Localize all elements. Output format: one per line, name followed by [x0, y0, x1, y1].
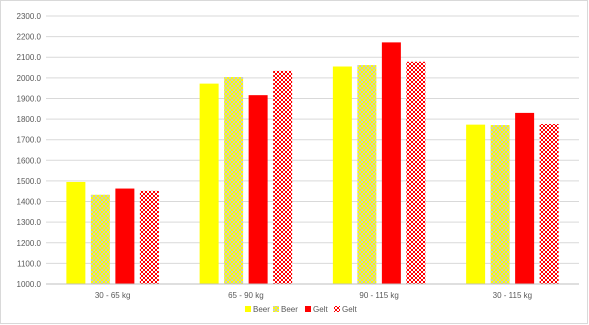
y-tick-label: 1200.0 — [17, 239, 42, 248]
x-axis: 30 - 65 kg 65 - 90 kg 90 - 115 kg 30 - 115 … — [46, 283, 579, 300]
legend-swatch — [273, 306, 279, 312]
legend-swatch — [305, 306, 311, 312]
y-tick-label: 1500.0 — [17, 177, 42, 186]
bar-gelt-3-4 — [515, 112, 535, 285]
bar-gelt-4-4 — [539, 124, 559, 284]
y-tick-label: 1400.0 — [17, 198, 42, 207]
legend-swatch — [334, 306, 340, 312]
y-tick-label: 1700.0 — [17, 136, 42, 145]
bar-gelt-4-3 — [406, 61, 426, 284]
y-tick-label: 2300.0 — [17, 12, 42, 21]
y-axis: 1000.0 1100.0 1200.0 1300.0 1400.0 1500.0 1600… — [17, 12, 42, 289]
bar-beer-2-4 — [490, 125, 510, 284]
y-tick-label: 2100.0 — [17, 53, 42, 62]
legend-label: Gelt — [342, 305, 357, 314]
x-tick-label: 30 - 65 kg — [95, 291, 131, 300]
bar-beer-1-3 — [332, 66, 352, 284]
bar-beer-2-2 — [224, 77, 244, 284]
x-tick-label: 30 - 115 kg — [493, 291, 532, 300]
bar-gelt-4-2 — [273, 70, 293, 285]
bar-gelt-3-3 — [381, 42, 401, 284]
y-tick-label: 2200.0 — [17, 33, 42, 42]
legend-label: Beer — [281, 305, 298, 314]
legend-swatch — [245, 306, 251, 312]
y-tick-label: 1800.0 — [17, 115, 42, 124]
y-tick-label: 2000.0 — [17, 74, 42, 83]
legend-label: Gelt — [313, 305, 328, 314]
x-tick-label: 90 - 115 kg — [359, 291, 398, 300]
y-tick-label: 1100.0 — [17, 259, 41, 268]
bar-beer-1-2 — [199, 83, 219, 284]
bar-beer-1-1 — [66, 181, 86, 284]
bar-beer-1-4 — [466, 124, 486, 285]
bar-gelt-3-1 — [115, 188, 135, 284]
legend-label: Beer — [253, 305, 270, 314]
y-tick-label: 1600.0 — [17, 156, 42, 165]
y-tick-label: 1900.0 — [17, 94, 42, 103]
legend: Beer Beer Gelt Gelt — [245, 305, 357, 314]
x-tick-label: 65 - 90 kg — [228, 291, 264, 300]
bar-beer-2-1 — [90, 194, 110, 284]
bars — [66, 42, 559, 285]
gridlines — [46, 15, 579, 264]
y-tick-label: 1300.0 — [17, 218, 42, 227]
bar-beer-2-3 — [357, 65, 377, 285]
bar-gelt-3-2 — [248, 95, 268, 284]
bar-gelt-4-1 — [139, 190, 159, 284]
y-tick-label: 1000.0 — [17, 280, 42, 289]
